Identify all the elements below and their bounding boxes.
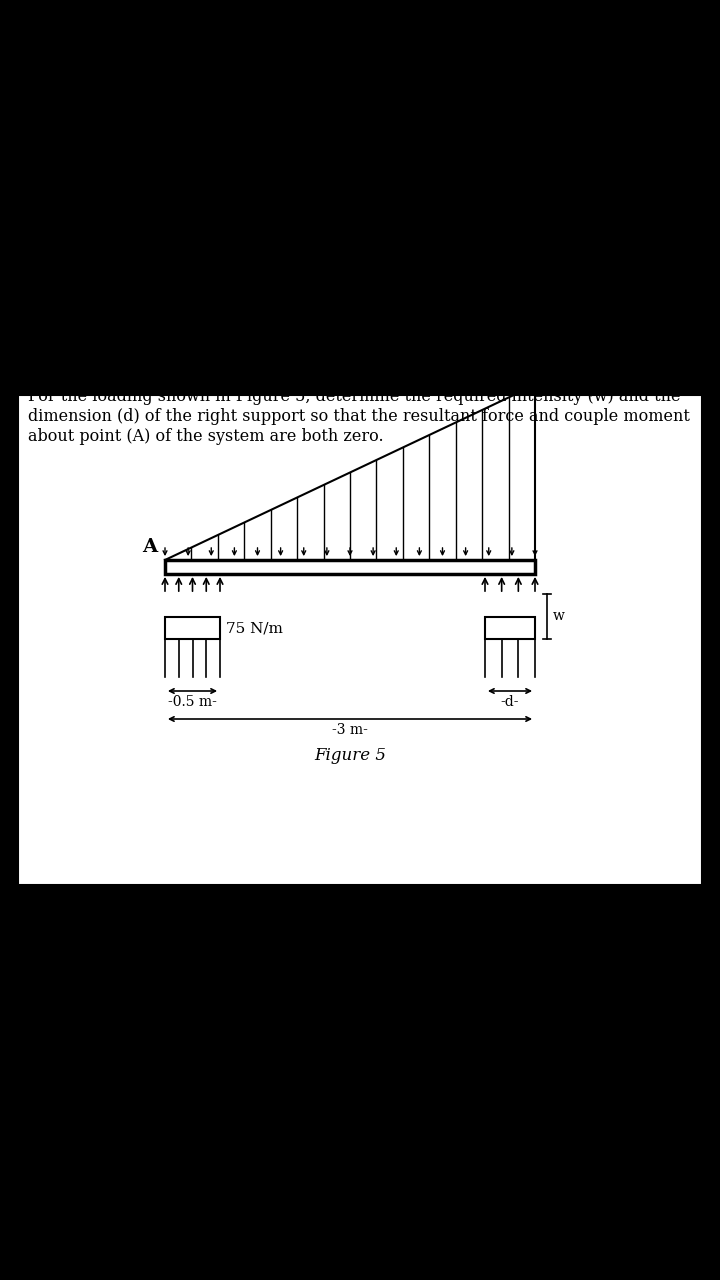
Text: -3 m-: -3 m- xyxy=(332,723,368,737)
Text: For the loading shown in Figure 5, determine the required intensity (w) and the: For the loading shown in Figure 5, deter… xyxy=(28,388,680,404)
Bar xyxy=(18,396,702,884)
Text: A: A xyxy=(142,538,157,556)
Bar xyxy=(485,617,535,639)
Text: dimension (d) of the right support so that the resultant force and couple moment: dimension (d) of the right support so th… xyxy=(28,408,690,425)
Bar xyxy=(165,617,220,639)
Text: -d-: -d- xyxy=(500,695,519,709)
Text: about point (A) of the system are both zero.: about point (A) of the system are both z… xyxy=(28,428,384,445)
Text: -0.5 m-: -0.5 m- xyxy=(168,695,217,709)
Text: Figure 5: Figure 5 xyxy=(314,748,386,764)
Text: 200 N/m: 200 N/m xyxy=(543,383,610,397)
Text: w: w xyxy=(553,609,565,623)
Bar xyxy=(165,561,535,573)
Text: 75 N/m: 75 N/m xyxy=(226,621,283,635)
